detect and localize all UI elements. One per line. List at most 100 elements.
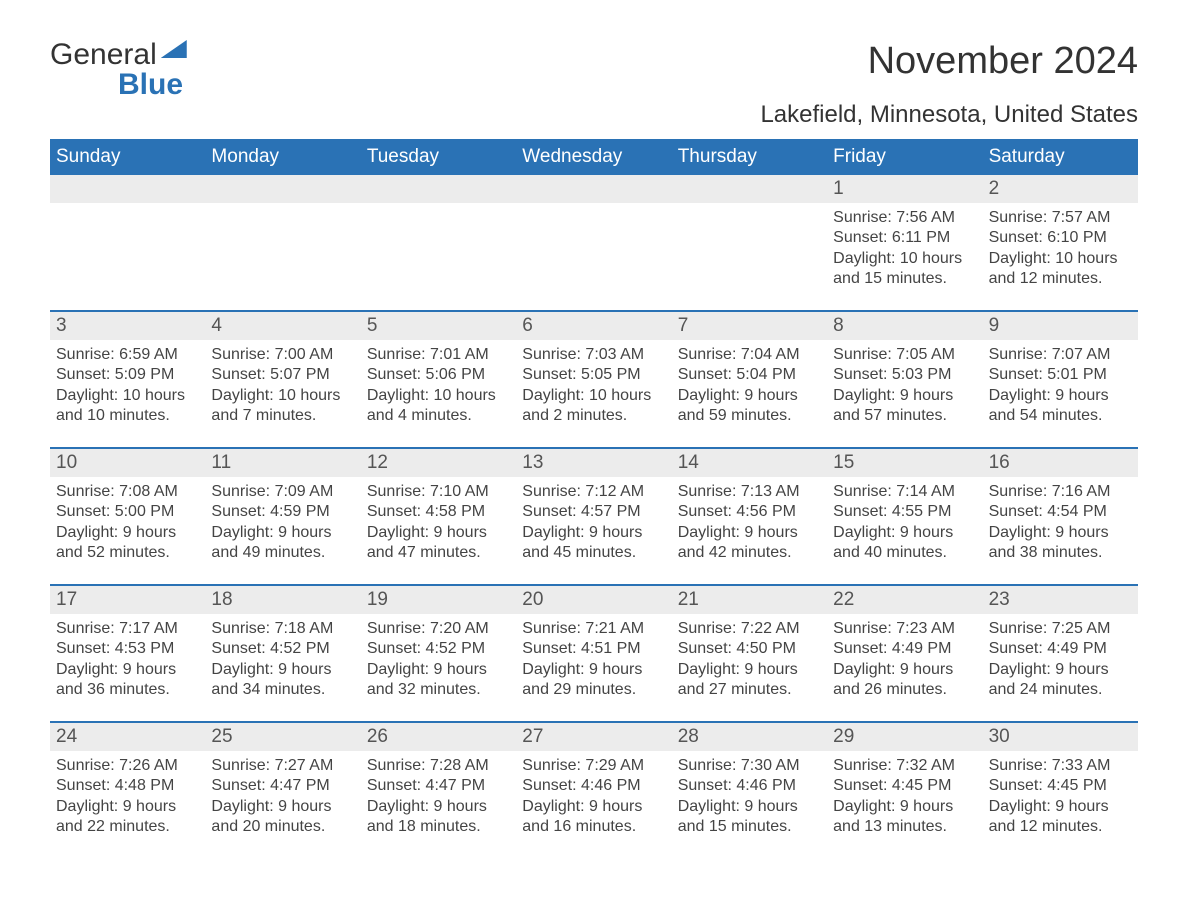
day-cell: 26Sunrise: 7:28 AMSunset: 4:47 PMDayligh…	[361, 723, 516, 858]
logo: General Blue	[50, 40, 187, 100]
day-number: 6	[516, 312, 671, 340]
day-number	[205, 175, 360, 203]
day-day2: and 15 minutes.	[833, 269, 976, 289]
day-number: 21	[672, 586, 827, 614]
day-sunset: Sunset: 4:59 PM	[211, 502, 354, 522]
day-body: Sunrise: 7:07 AMSunset: 5:01 PMDaylight:…	[983, 340, 1138, 439]
day-cell: 21Sunrise: 7:22 AMSunset: 4:50 PMDayligh…	[672, 586, 827, 721]
weekday-header: Thursday	[672, 139, 827, 175]
day-sunrise: Sunrise: 7:17 AM	[56, 619, 199, 639]
day-cell: 5Sunrise: 7:01 AMSunset: 5:06 PMDaylight…	[361, 312, 516, 447]
day-sunrise: Sunrise: 7:14 AM	[833, 482, 976, 502]
weekday-header: Friday	[827, 139, 982, 175]
day-sunset: Sunset: 4:57 PM	[522, 502, 665, 522]
day-body	[50, 203, 205, 220]
day-day2: and 2 minutes.	[522, 406, 665, 426]
day-number: 4	[205, 312, 360, 340]
day-day2: and 45 minutes.	[522, 543, 665, 563]
day-body: Sunrise: 7:17 AMSunset: 4:53 PMDaylight:…	[50, 614, 205, 713]
day-number: 20	[516, 586, 671, 614]
day-day2: and 57 minutes.	[833, 406, 976, 426]
day-sunrise: Sunrise: 7:07 AM	[989, 345, 1132, 365]
day-day2: and 54 minutes.	[989, 406, 1132, 426]
day-sunrise: Sunrise: 7:10 AM	[367, 482, 510, 502]
day-body: Sunrise: 7:33 AMSunset: 4:45 PMDaylight:…	[983, 751, 1138, 850]
day-sunset: Sunset: 4:52 PM	[211, 639, 354, 659]
day-day2: and 22 minutes.	[56, 817, 199, 837]
day-body: Sunrise: 7:00 AMSunset: 5:07 PMDaylight:…	[205, 340, 360, 439]
day-day1: Daylight: 9 hours	[367, 523, 510, 543]
day-sunrise: Sunrise: 7:25 AM	[989, 619, 1132, 639]
day-number	[361, 175, 516, 203]
day-day1: Daylight: 9 hours	[989, 523, 1132, 543]
day-day1: Daylight: 9 hours	[211, 523, 354, 543]
day-day1: Daylight: 9 hours	[833, 660, 976, 680]
day-day1: Daylight: 9 hours	[522, 797, 665, 817]
day-sunset: Sunset: 4:51 PM	[522, 639, 665, 659]
day-day2: and 27 minutes.	[678, 680, 821, 700]
day-body: Sunrise: 7:03 AMSunset: 5:05 PMDaylight:…	[516, 340, 671, 439]
day-sunset: Sunset: 6:10 PM	[989, 228, 1132, 248]
day-sunrise: Sunrise: 7:30 AM	[678, 756, 821, 776]
day-day1: Daylight: 10 hours	[211, 386, 354, 406]
day-cell: 7Sunrise: 7:04 AMSunset: 5:04 PMDaylight…	[672, 312, 827, 447]
day-day1: Daylight: 9 hours	[833, 523, 976, 543]
day-day1: Daylight: 9 hours	[367, 797, 510, 817]
day-body: Sunrise: 7:08 AMSunset: 5:00 PMDaylight:…	[50, 477, 205, 576]
day-day1: Daylight: 10 hours	[367, 386, 510, 406]
day-body: Sunrise: 7:01 AMSunset: 5:06 PMDaylight:…	[361, 340, 516, 439]
day-day1: Daylight: 9 hours	[367, 660, 510, 680]
day-day2: and 26 minutes.	[833, 680, 976, 700]
day-day2: and 38 minutes.	[989, 543, 1132, 563]
day-day1: Daylight: 9 hours	[989, 386, 1132, 406]
day-sunrise: Sunrise: 7:04 AM	[678, 345, 821, 365]
day-day2: and 49 minutes.	[211, 543, 354, 563]
calendar: Sunday Monday Tuesday Wednesday Thursday…	[50, 139, 1138, 858]
day-sunset: Sunset: 4:54 PM	[989, 502, 1132, 522]
day-sunset: Sunset: 4:46 PM	[678, 776, 821, 796]
day-sunrise: Sunrise: 7:03 AM	[522, 345, 665, 365]
day-body	[516, 203, 671, 220]
day-day2: and 40 minutes.	[833, 543, 976, 563]
day-day1: Daylight: 9 hours	[522, 523, 665, 543]
logo-text-general: General	[50, 40, 157, 70]
day-sunrise: Sunrise: 7:13 AM	[678, 482, 821, 502]
day-sunrise: Sunrise: 7:18 AM	[211, 619, 354, 639]
day-body: Sunrise: 7:09 AMSunset: 4:59 PMDaylight:…	[205, 477, 360, 576]
day-cell: 12Sunrise: 7:10 AMSunset: 4:58 PMDayligh…	[361, 449, 516, 584]
day-cell	[50, 175, 205, 310]
day-day1: Daylight: 9 hours	[989, 797, 1132, 817]
day-sunset: Sunset: 4:45 PM	[989, 776, 1132, 796]
day-cell: 9Sunrise: 7:07 AMSunset: 5:01 PMDaylight…	[983, 312, 1138, 447]
day-cell: 28Sunrise: 7:30 AMSunset: 4:46 PMDayligh…	[672, 723, 827, 858]
week-row: 17Sunrise: 7:17 AMSunset: 4:53 PMDayligh…	[50, 584, 1138, 721]
day-day2: and 7 minutes.	[211, 406, 354, 426]
location-title: Lakefield, Minnesota, United States	[760, 101, 1138, 129]
day-cell: 22Sunrise: 7:23 AMSunset: 4:49 PMDayligh…	[827, 586, 982, 721]
day-sunset: Sunset: 5:07 PM	[211, 365, 354, 385]
day-day2: and 12 minutes.	[989, 817, 1132, 837]
day-body: Sunrise: 6:59 AMSunset: 5:09 PMDaylight:…	[50, 340, 205, 439]
day-sunset: Sunset: 5:04 PM	[678, 365, 821, 385]
day-day2: and 4 minutes.	[367, 406, 510, 426]
day-body: Sunrise: 7:21 AMSunset: 4:51 PMDaylight:…	[516, 614, 671, 713]
week-row: 3Sunrise: 6:59 AMSunset: 5:09 PMDaylight…	[50, 310, 1138, 447]
day-number: 23	[983, 586, 1138, 614]
day-cell	[516, 175, 671, 310]
day-cell: 19Sunrise: 7:20 AMSunset: 4:52 PMDayligh…	[361, 586, 516, 721]
day-sunrise: Sunrise: 6:59 AM	[56, 345, 199, 365]
day-number: 27	[516, 723, 671, 751]
day-number: 18	[205, 586, 360, 614]
day-cell: 30Sunrise: 7:33 AMSunset: 4:45 PMDayligh…	[983, 723, 1138, 858]
day-cell: 16Sunrise: 7:16 AMSunset: 4:54 PMDayligh…	[983, 449, 1138, 584]
day-day2: and 34 minutes.	[211, 680, 354, 700]
day-number	[516, 175, 671, 203]
day-body: Sunrise: 7:56 AMSunset: 6:11 PMDaylight:…	[827, 203, 982, 302]
day-day1: Daylight: 9 hours	[989, 660, 1132, 680]
day-body: Sunrise: 7:14 AMSunset: 4:55 PMDaylight:…	[827, 477, 982, 576]
day-number: 25	[205, 723, 360, 751]
day-sunset: Sunset: 5:06 PM	[367, 365, 510, 385]
day-number: 30	[983, 723, 1138, 751]
day-day2: and 20 minutes.	[211, 817, 354, 837]
day-sunset: Sunset: 5:00 PM	[56, 502, 199, 522]
